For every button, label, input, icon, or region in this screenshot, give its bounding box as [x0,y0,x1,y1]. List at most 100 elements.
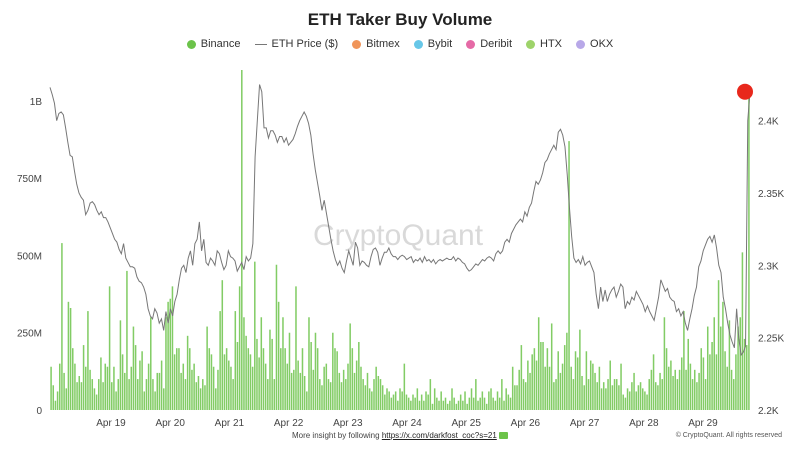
binance-bar [228,360,230,410]
binance-bar [384,394,386,410]
binance-bar [236,342,239,410]
legend-item-htx[interactable]: HTX [526,38,562,50]
binance-bar [683,311,685,410]
binance-bar [503,400,505,410]
binance-bar [282,317,284,410]
binance-bar [572,379,575,410]
binance-bar [553,382,555,410]
binance-bar [243,317,245,410]
binance-bar [535,360,538,410]
binance-bar [522,379,525,410]
binance-bar [425,391,427,410]
binance-bar [481,391,484,410]
binance-bar [152,379,154,410]
binance-bar [186,335,189,410]
binance-bar [189,348,191,410]
x-tick-label: Apr 21 [215,418,245,429]
binance-bar [63,372,65,410]
x-tick-label: Apr 29 [688,418,718,429]
binance-bar [191,369,193,410]
binance-bar [537,317,540,410]
binance-bar [329,382,332,410]
binance-bar [204,385,206,410]
binance-bar [635,391,637,410]
link-icon [499,432,509,440]
binance-bar [392,394,395,410]
legend-item-bitmex[interactable]: Bitmex [352,38,400,50]
binance-bar [249,354,252,410]
binance-bar [592,363,594,410]
footer-link[interactable]: https://x.com/darkfost_coc?s=21 [381,431,497,440]
binance-bar [726,366,729,410]
y-left-tick-label: 750M [17,174,42,185]
binance-bar [581,376,583,410]
legend-item-eth-price[interactable]: ETH Price ($) [254,38,339,50]
binance-bar [427,394,429,410]
binance-bar [217,369,219,410]
binance-bar [76,382,78,410]
x-tick-label: Apr 26 [511,418,541,429]
binance-bar [308,317,310,410]
binance-bar [223,354,226,410]
legend-htx-swatch [526,39,536,49]
binance-bar [349,323,351,410]
binance-bar [82,345,85,410]
x-tick-label: Apr 19 [96,418,126,429]
binance-bar [182,363,185,410]
binance-bar [667,366,670,410]
legend-bybit-swatch [413,39,423,49]
y-right-tick-label: 2.35K [758,189,784,200]
binance-bar [206,326,208,410]
binance-bar [80,382,83,410]
legend-binance-label: Binance [200,38,241,50]
binance-bar [472,397,475,410]
binance-bar [693,369,696,410]
latest-price-marker[interactable] [737,83,753,100]
legend-item-bybit[interactable]: Bybit [413,38,452,50]
binance-bar [618,385,620,410]
binance-bar [717,280,720,410]
binance-bar [193,363,195,410]
binance-bar [176,348,178,410]
x-tick-label: Apr 28 [629,418,659,429]
legend-eth-price-label: ETH Price ($) [271,38,339,50]
binance-bar [620,363,622,410]
binance-bar [321,385,323,410]
legend-binance-swatch [186,39,196,49]
binance-bar [596,382,598,410]
binance-bar [516,385,518,410]
binance-bar [394,391,397,410]
binance-bar [622,394,624,410]
binance-bar [479,397,481,410]
legend-item-binance[interactable]: Binance [186,38,241,50]
binance-bar [698,372,700,410]
y-right-tick-label: 2.3K [758,261,779,272]
binance-bar [548,366,551,410]
binance-bar [290,372,293,410]
binance-bar [54,400,57,410]
legend-okx-swatch [576,39,586,49]
binance-bar [615,379,618,410]
binance-bar [589,360,592,410]
legend-item-deribit[interactable]: Deribit [466,38,512,50]
binance-bar [637,385,640,410]
y-right-tick-label: 2.2K [758,406,779,417]
binance-bar [273,379,276,410]
binance-bar [739,317,742,410]
binance-bar [56,391,59,410]
binance-bar [108,286,111,410]
binance-bar [546,348,549,410]
binance-bar [518,369,520,410]
binance-bar [544,366,546,410]
binance-bar [212,366,215,410]
binance-bar [566,332,568,410]
legend-item-okx[interactable]: OKX [576,38,613,50]
binance-bar [498,397,501,410]
binance-bar [325,363,328,410]
x-tick-label: Apr 24 [392,418,422,429]
binance-bar [446,403,449,410]
binance-bar [375,366,377,410]
binance-bar [563,345,566,410]
binance-bar [124,372,126,410]
